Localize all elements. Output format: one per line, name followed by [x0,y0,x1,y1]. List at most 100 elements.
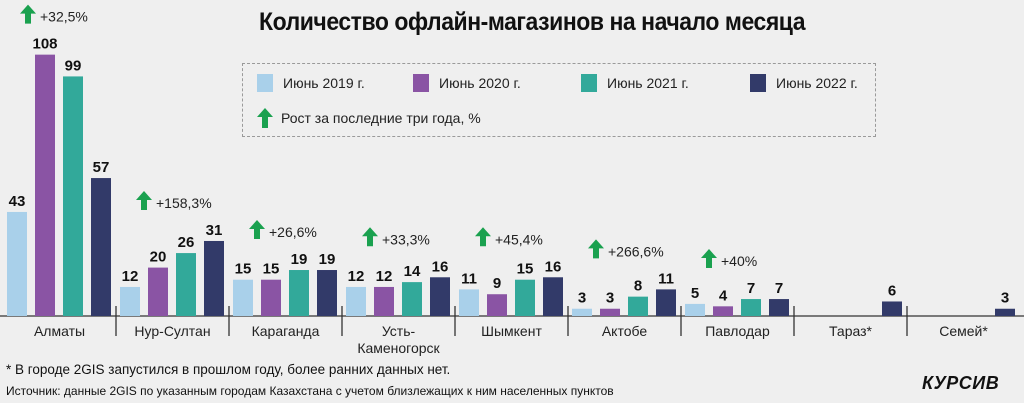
growth-label: +40% [721,253,757,269]
arrow-up-icon [362,227,378,247]
data-label: 3 [578,290,586,307]
category-label: Семей* [939,323,988,339]
category-label: Алматы [34,323,85,339]
data-label: 12 [376,268,393,285]
data-label: 31 [206,222,223,239]
data-label: 43 [9,193,26,210]
growth-label: +26,6% [269,224,317,240]
bar [459,289,479,316]
bar [317,270,337,316]
data-label: 99 [65,57,82,74]
growth-label: +33,3% [382,231,430,247]
legend-item-2019: Июнь 2019 г. [257,74,365,92]
data-label: 5 [691,285,699,302]
bar [148,267,168,316]
data-label: 108 [32,36,57,53]
legend-label: Июнь 2022 г. [776,75,858,91]
legend-swatch [413,74,429,92]
bar [91,178,111,316]
category-label: Нур-Султан [134,323,210,339]
data-label: 3 [606,290,614,307]
bar [120,286,140,316]
arrow-up-icon [136,190,152,210]
legend-item-2020: Июнь 2020 г. [413,74,521,92]
data-label: 9 [493,275,501,292]
data-label: 26 [178,234,195,251]
footnote: * В городе 2GIS запустился в прошлом год… [6,362,451,377]
category-label: Каменогорск [357,340,440,356]
legend-label: Июнь 2019 г. [283,75,365,91]
bar [261,279,281,316]
bar [769,299,789,316]
arrow-up-icon [588,239,604,259]
bar [289,270,309,316]
legend-label: Июнь 2021 г. [607,75,689,91]
bar [543,277,563,316]
growth-label: +32,5% [40,9,88,25]
legend-label: Июнь 2020 г. [439,75,521,91]
bar [7,211,27,316]
data-label: 16 [432,258,449,275]
bar [628,296,648,316]
data-label: 57 [93,159,110,176]
data-label: 15 [517,261,534,278]
data-label: 19 [319,251,336,268]
bar [35,54,55,316]
growth-label: +266,6% [608,243,664,259]
source-note: Источник: данные 2GIS по указанным город… [6,384,614,398]
bar [572,308,592,316]
bar [600,308,620,316]
data-label: 12 [348,268,365,285]
data-label: 4 [719,287,728,304]
data-label: 11 [658,270,674,287]
category-label: Павлодар [705,323,770,339]
legend-item-2022: Июнь 2022 г. [750,74,858,92]
data-label: 7 [775,280,783,297]
arrow-up-icon [257,108,273,128]
bar [713,306,733,316]
arrow-up-icon [20,4,36,24]
arrow-up-icon [249,220,265,240]
growth-label: +45,4% [495,231,543,247]
data-label: 15 [263,261,280,278]
data-label: 12 [122,268,139,285]
arrow-up-icon [701,249,717,269]
data-label: 14 [404,263,421,280]
data-label: 15 [235,261,252,278]
data-label: 19 [291,251,308,268]
bar [63,76,83,316]
data-label: 16 [545,258,562,275]
bar [374,286,394,316]
data-label: 3 [1001,290,1009,307]
bar [882,301,902,316]
bar [430,277,450,316]
bar [515,279,535,316]
growth-label: +158,3% [156,195,212,211]
bar [233,279,253,316]
category-label: Усть- [382,323,416,339]
bar [402,282,422,316]
legend-label: Рост за последние три года, % [281,110,481,126]
data-label: 8 [634,278,642,295]
legend-item-growth: Рост за последние три года, % [257,108,481,128]
legend-swatch [750,74,766,92]
data-label: 20 [150,249,167,266]
bar [741,299,761,316]
category-label: Тараз* [829,323,873,339]
data-label: 11 [461,270,477,287]
legend-swatch [581,74,597,92]
category-label: Караганда [252,323,320,339]
data-label: 6 [888,282,896,299]
bar [487,294,507,316]
brand-logo: КУРСИВ [922,373,1000,393]
bar [656,289,676,316]
bar [346,286,366,316]
category-label: Актобе [602,323,648,339]
bar [995,308,1015,316]
bar [685,303,705,316]
arrow-up-icon [475,227,491,247]
data-label: 7 [747,280,755,297]
legend-swatch [257,74,273,92]
category-label: Шымкент [481,323,542,339]
